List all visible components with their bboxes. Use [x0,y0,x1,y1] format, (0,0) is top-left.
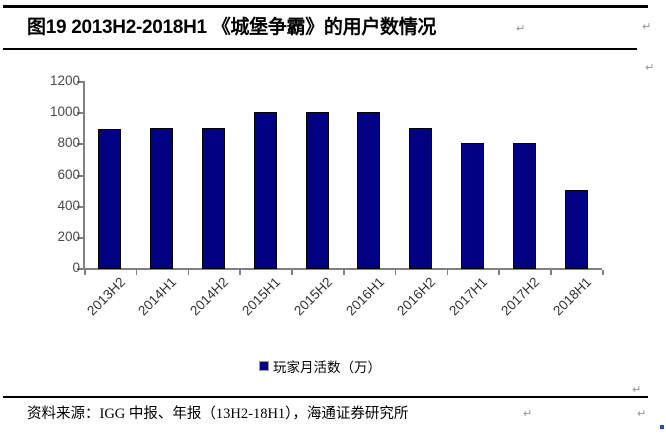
x-category-label: 2014H2 [187,274,232,319]
x-category-label: 2014H1 [135,274,180,319]
bar-2015H1 [253,112,277,269]
legend-swatch-navy [259,361,269,371]
x-category-label: 2015H2 [290,274,336,319]
title-underline-rule [3,48,637,50]
legend-series-label: 玩家月活数（万） [273,360,381,375]
x-axis-tick [343,270,345,275]
x-category-label: 2016H2 [394,274,439,319]
bar-2014H1 [150,128,174,269]
bar-2016H1 [357,112,381,269]
x-axis-tick [602,270,604,275]
paragraph-mark-icon: ↵ [637,408,647,420]
x-category-label: 2017H1 [446,274,491,319]
x-axis-tick [239,270,241,275]
x-axis-tick [291,270,293,275]
bar-2016H2 [409,128,433,269]
y-axis-tick [77,268,84,270]
x-category-label: 2016H1 [342,274,387,319]
x-category-label: 2018H1 [549,274,595,319]
bar-2018H1 [564,190,588,269]
paragraph-mark-icon: ↵ [516,23,526,35]
source-note: 资料来源：IGG 中报、年报（13H2-18H1），海通证券研究所 [27,406,409,422]
x-axis-tick [550,270,552,275]
y-tick-label: 1000 [49,104,80,120]
bar-2015H2 [305,112,329,269]
x-axis-tick [446,270,449,275]
y-axis-tick [77,174,84,177]
bar-2017H2 [512,143,536,269]
y-tick-label: 600 [57,166,80,182]
bottom-border-rule [3,396,648,398]
y-axis-tick [77,236,84,239]
y-tick-label: 400 [57,197,80,213]
bar-2014H2 [202,128,225,269]
y-tick-label: 800 [57,135,80,151]
y-tick-label: 0 [72,260,80,275]
y-axis-tick [77,81,84,83]
x-axis-line [78,268,602,270]
y-tick-label: 1200 [49,73,80,88]
paragraph-mark-icon: ↵ [645,62,655,74]
x-axis-tick [187,270,190,275]
y-tick-label: 200 [57,228,80,244]
paragraph-mark-icon: ↵ [642,21,652,33]
x-axis-tick [394,270,397,275]
bar-2017H1 [461,143,484,269]
x-axis-tick [135,270,138,275]
x-category-label: 2013H2 [83,274,128,319]
bar-2013H2 [98,129,122,269]
top-border-rule [3,5,648,8]
y-axis-line [83,81,85,270]
chart-legend: 玩家月活数（万） [0,356,640,376]
paragraph-mark-icon: ↵ [523,408,533,420]
blue-dot-mark-icon [660,425,664,429]
figure-title: 图19 2013H2-2018H1 《城堡争霸》的用户数情况 [27,17,437,38]
x-category-label: 2015H1 [239,274,284,319]
paragraph-mark-icon: ↵ [632,384,642,396]
y-axis-tick [77,205,84,208]
x-axis-tick [84,270,86,275]
y-axis-tick [77,112,84,115]
x-category-label: 2017H2 [498,274,543,319]
x-axis-tick [498,270,500,275]
y-axis-tick [77,143,84,146]
